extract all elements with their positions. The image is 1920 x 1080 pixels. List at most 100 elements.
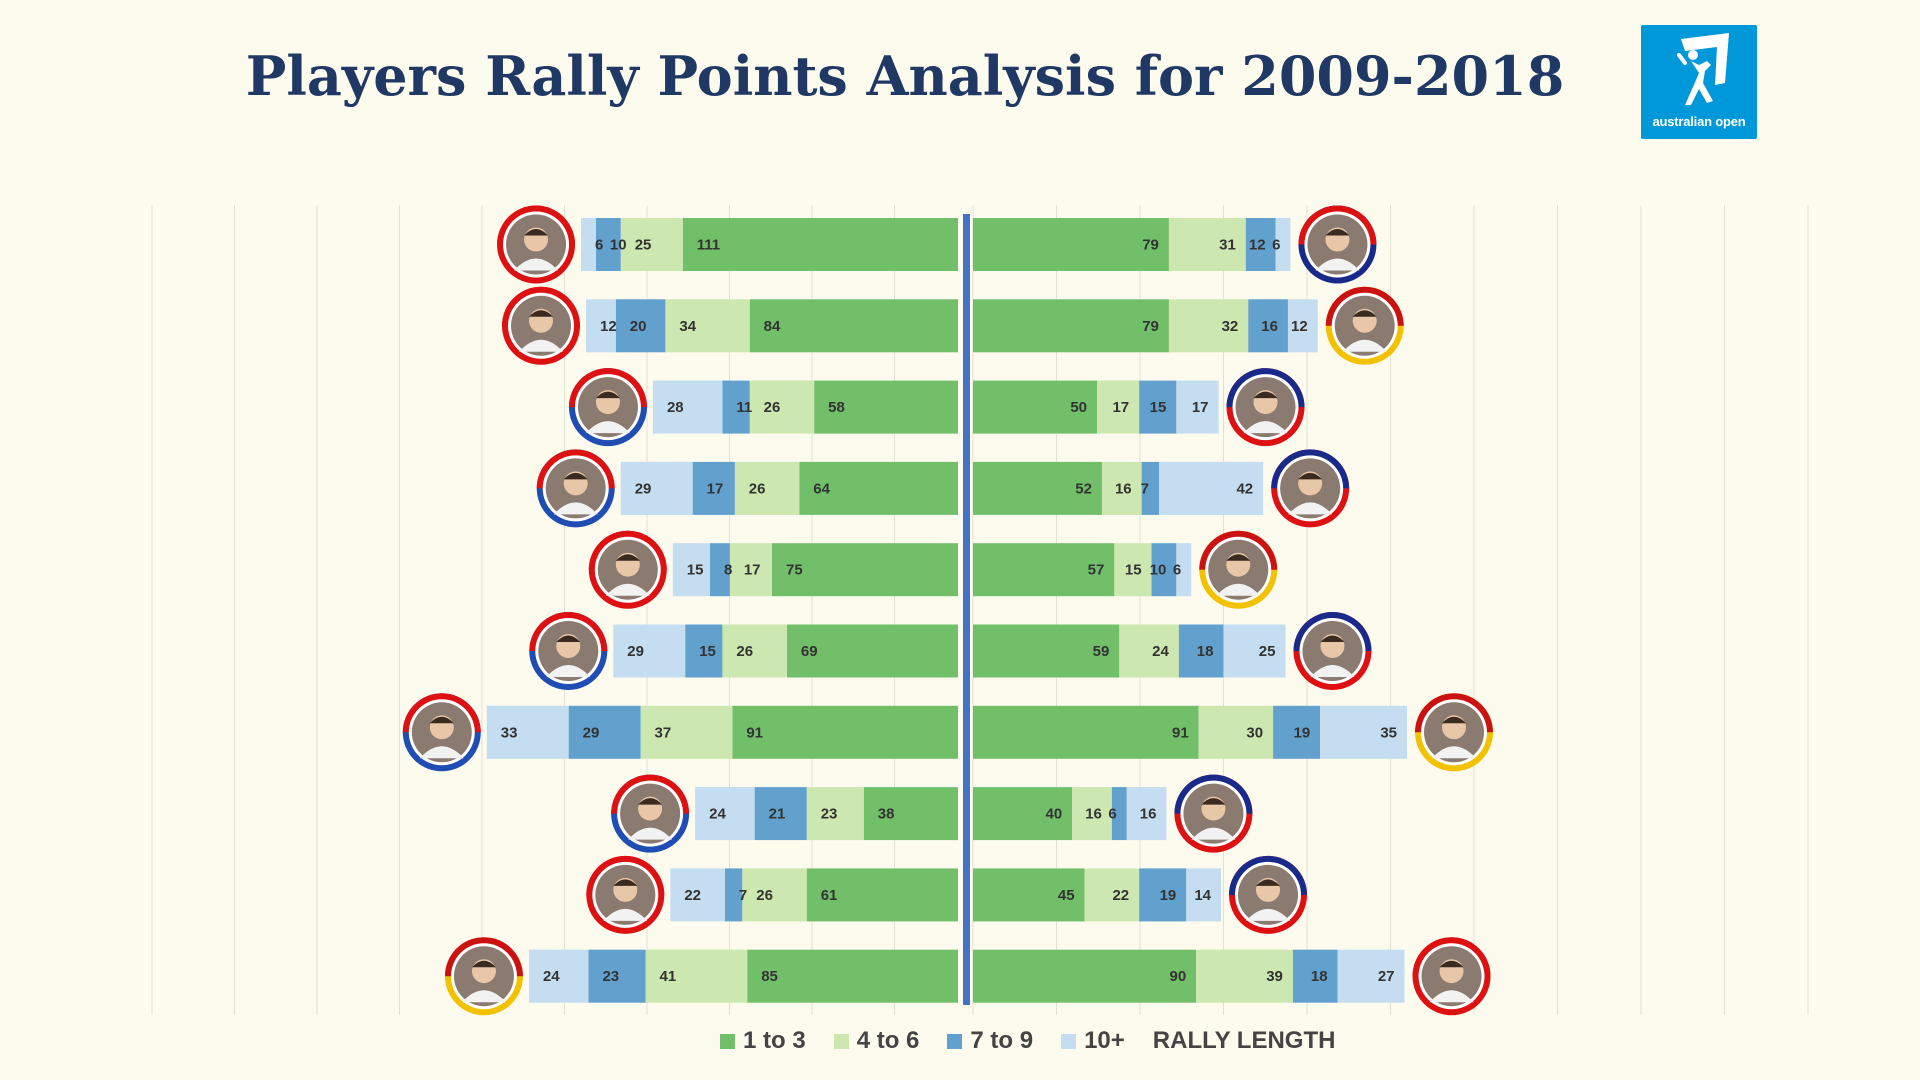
bar-right-1-to-3 xyxy=(973,624,1120,678)
left-player-photo-icon xyxy=(497,205,576,284)
legend: 1 to 3 4 to 6 7 to 9 10+ RALLY LENGTH xyxy=(720,1024,1335,1058)
chart-row: 69 26 15 29 59 24 18 25 xyxy=(613,624,1286,678)
player-shirt xyxy=(1310,665,1355,677)
data-label: 24 xyxy=(543,968,560,985)
data-label: 25 xyxy=(1259,643,1276,660)
player-hair xyxy=(1226,554,1251,561)
data-label: 18 xyxy=(1197,643,1214,660)
data-label: 32 xyxy=(1222,318,1239,335)
bar-right-7-to-9 xyxy=(1139,868,1187,922)
data-label: 40 xyxy=(1046,806,1063,823)
bar-right-10plus xyxy=(1186,868,1221,922)
data-label: 12 xyxy=(1291,318,1308,335)
player-hair xyxy=(615,554,640,561)
bar-left-7-to-9 xyxy=(724,868,743,922)
player-shirt xyxy=(603,908,648,921)
player-shirt xyxy=(461,990,506,1003)
chart-row: 91 37 29 33 91 30 19 35 xyxy=(486,705,1407,759)
data-label: 35 xyxy=(1380,724,1397,741)
bar-right-4-to-6 xyxy=(1168,218,1246,271)
bar-right-4-to-6 xyxy=(1072,787,1112,841)
data-label: 29 xyxy=(583,724,600,741)
data-label: 64 xyxy=(813,480,830,497)
bar-left-10plus xyxy=(695,787,755,841)
data-label: 16 xyxy=(1261,318,1278,335)
data-label: 41 xyxy=(660,968,677,985)
data-label: 19 xyxy=(1294,724,1311,741)
data-label: 7 xyxy=(1141,480,1149,497)
bar-left-7-to-9 xyxy=(722,380,750,434)
data-label: 23 xyxy=(821,806,838,823)
bar-left-10plus xyxy=(672,543,710,597)
data-label: 90 xyxy=(1170,968,1187,985)
data-label: 12 xyxy=(600,318,617,335)
player-hair xyxy=(529,310,553,317)
data-label: 34 xyxy=(679,318,696,335)
right-player-photo-icon xyxy=(1293,612,1372,690)
bar-left-4-to-6 xyxy=(729,543,772,597)
bar-right-1-to-3 xyxy=(973,461,1102,515)
data-label: 24 xyxy=(709,806,726,823)
data-label: 23 xyxy=(602,968,619,985)
data-label: 84 xyxy=(764,318,781,335)
right-player-photo-icon xyxy=(1298,205,1377,284)
data-label: 12 xyxy=(1249,237,1266,254)
bar-left-7-to-9 xyxy=(615,299,666,353)
data-label: 16 xyxy=(1140,806,1157,823)
data-label: 52 xyxy=(1075,480,1092,497)
tennis-player-logo-icon xyxy=(1677,33,1729,105)
player-shirt xyxy=(1342,339,1387,352)
bar-left-10plus xyxy=(620,461,693,515)
bar-right-10plus xyxy=(1223,624,1286,678)
bar-right-4-to-6 xyxy=(1097,380,1140,434)
legend-title: RALLY LENGTH xyxy=(1152,1027,1336,1054)
player-shirt xyxy=(546,665,591,677)
bar-right-1-to-3 xyxy=(973,705,1199,759)
data-label: 21 xyxy=(769,806,786,823)
data-label: 91 xyxy=(746,724,763,741)
bar-right-4-to-6 xyxy=(1119,624,1179,678)
player-hair xyxy=(1201,798,1226,805)
player-hair xyxy=(471,960,496,968)
left-player-photo-icon xyxy=(586,855,665,934)
bar-left-4-to-6 xyxy=(722,624,787,678)
data-label: 57 xyxy=(1088,562,1105,579)
player-shirt xyxy=(605,583,650,596)
left-player-photo-icon xyxy=(444,937,523,1016)
player-shirt xyxy=(419,746,464,759)
bar-left-4-to-6 xyxy=(665,299,750,353)
data-label: 16 xyxy=(1115,480,1132,497)
bar-right-4-to-6 xyxy=(1084,868,1140,922)
data-label: 15 xyxy=(699,643,716,660)
bar-right-1-to-3 xyxy=(973,787,1073,841)
data-label: 58 xyxy=(828,399,845,416)
bar-left-7-to-9 xyxy=(710,543,730,597)
data-label: 26 xyxy=(736,643,753,660)
player-shirt xyxy=(1288,502,1333,515)
center-axis xyxy=(963,214,970,1005)
left-player-photo-icon xyxy=(502,286,580,365)
player-hair xyxy=(429,716,454,724)
right-player-photo-icon xyxy=(1174,774,1253,853)
data-label: 7 xyxy=(739,887,747,904)
data-label: 18 xyxy=(1311,968,1328,985)
logo-text: australian open xyxy=(1652,114,1746,129)
data-label: 45 xyxy=(1058,887,1075,904)
bar-left-4-to-6 xyxy=(645,949,748,1003)
legend-item: 1 to 3 xyxy=(720,1027,806,1055)
data-label: 15 xyxy=(687,562,704,579)
player-hair xyxy=(595,391,620,399)
data-label: 6 xyxy=(595,237,603,254)
data-label: 79 xyxy=(1142,318,1159,335)
bar-left-1-to-3 xyxy=(814,380,958,434)
bar-left-7-to-9 xyxy=(692,461,735,515)
player-hair xyxy=(638,798,663,805)
data-label: 25 xyxy=(635,237,652,254)
player-shirt xyxy=(553,502,598,515)
right-player-photo-icon xyxy=(1271,449,1350,528)
data-label: 20 xyxy=(630,318,647,335)
player-shirt xyxy=(1246,908,1290,921)
bar-right-10plus xyxy=(1159,461,1264,515)
data-label: 59 xyxy=(1093,643,1110,660)
